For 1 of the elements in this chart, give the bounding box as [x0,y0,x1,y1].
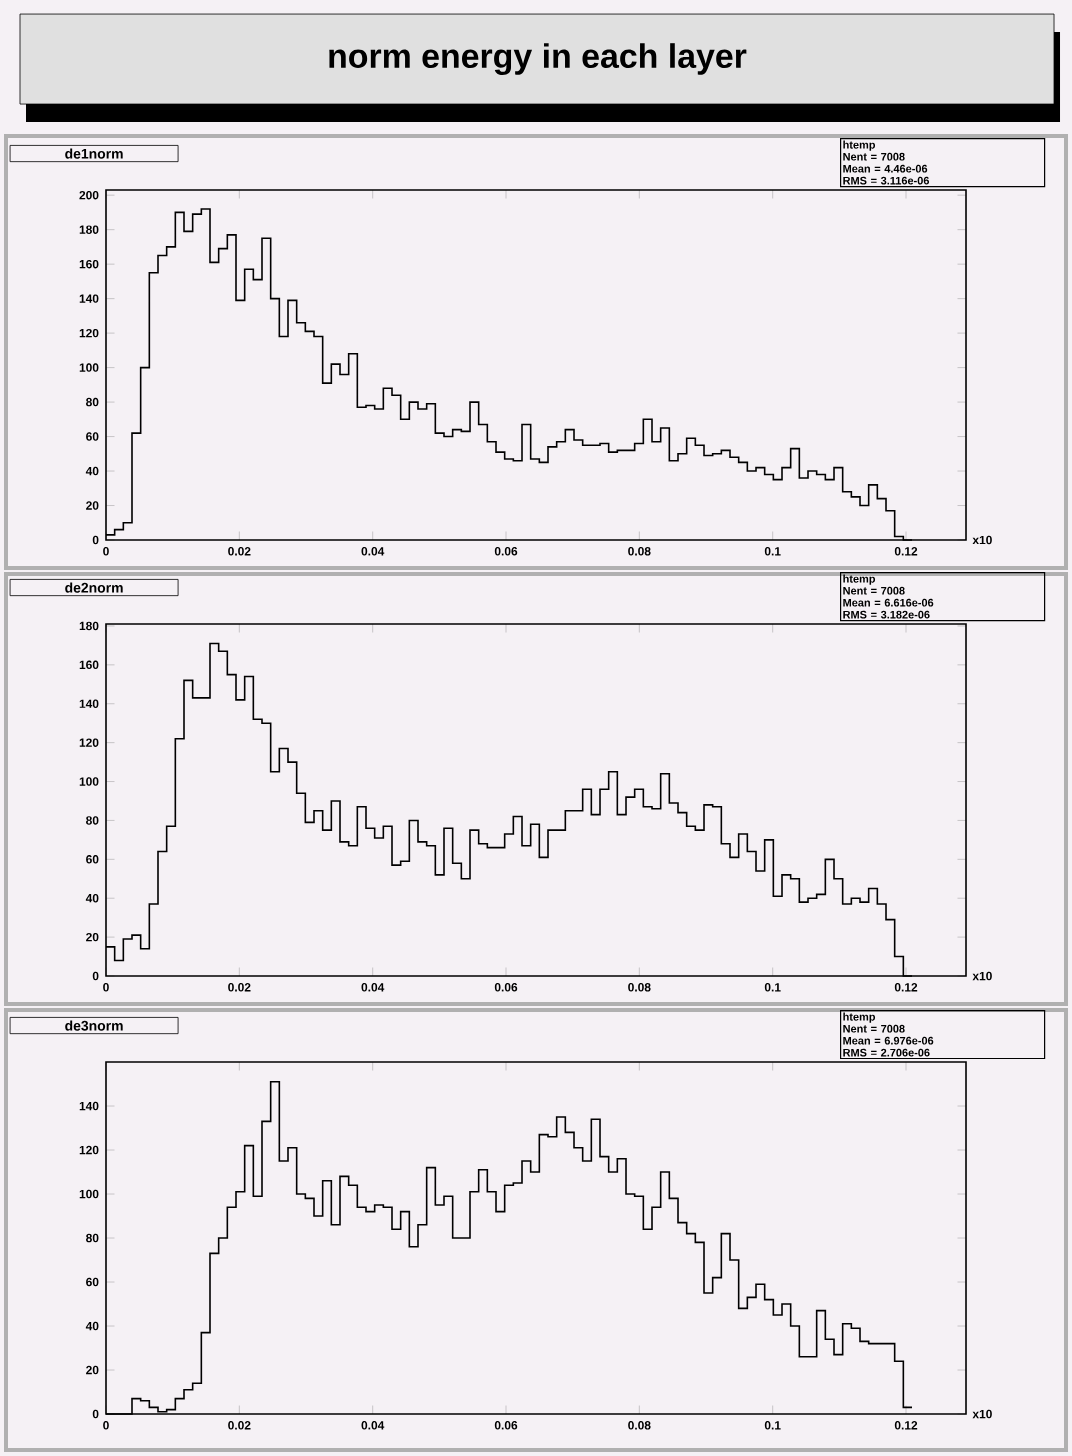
text: norm energy in each layer [329,43,747,75]
